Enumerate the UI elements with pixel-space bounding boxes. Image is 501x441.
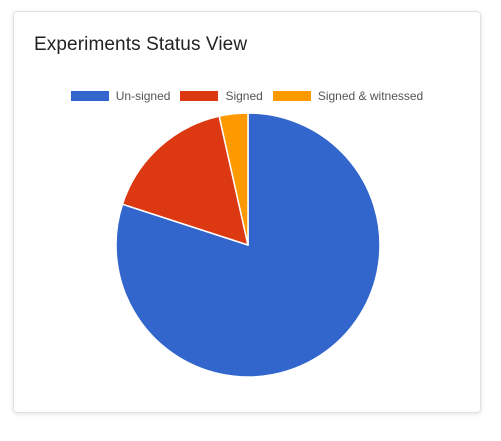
card-title: Experiments Status View	[34, 34, 248, 55]
legend-swatch-signed	[180, 91, 219, 101]
pie-slice-signed[interactable]	[121, 115, 249, 246]
chart-legend: Un-signed Signed Signed & witnessed	[14, 88, 480, 104]
legend-label-signed: Signed	[225, 89, 263, 103]
legend-item-unsigned[interactable]: Un-signed	[70, 89, 171, 103]
legend-item-signed[interactable]: Signed	[180, 89, 263, 103]
chart-card: Experiments Status View Un-signed Signed…	[13, 11, 481, 413]
legend-label-unsigned: Un-signed	[115, 89, 171, 103]
legend-swatch-unsigned	[70, 91, 109, 101]
pie-chart	[115, 112, 381, 378]
legend-item-signed-witnessed[interactable]: Signed & witnessed	[272, 89, 424, 103]
legend-swatch-signed-witnessed	[272, 91, 311, 101]
pie-slice-signed-witnessed[interactable]	[218, 112, 249, 246]
legend-label-signed-witnessed: Signed & witnessed	[317, 89, 424, 103]
